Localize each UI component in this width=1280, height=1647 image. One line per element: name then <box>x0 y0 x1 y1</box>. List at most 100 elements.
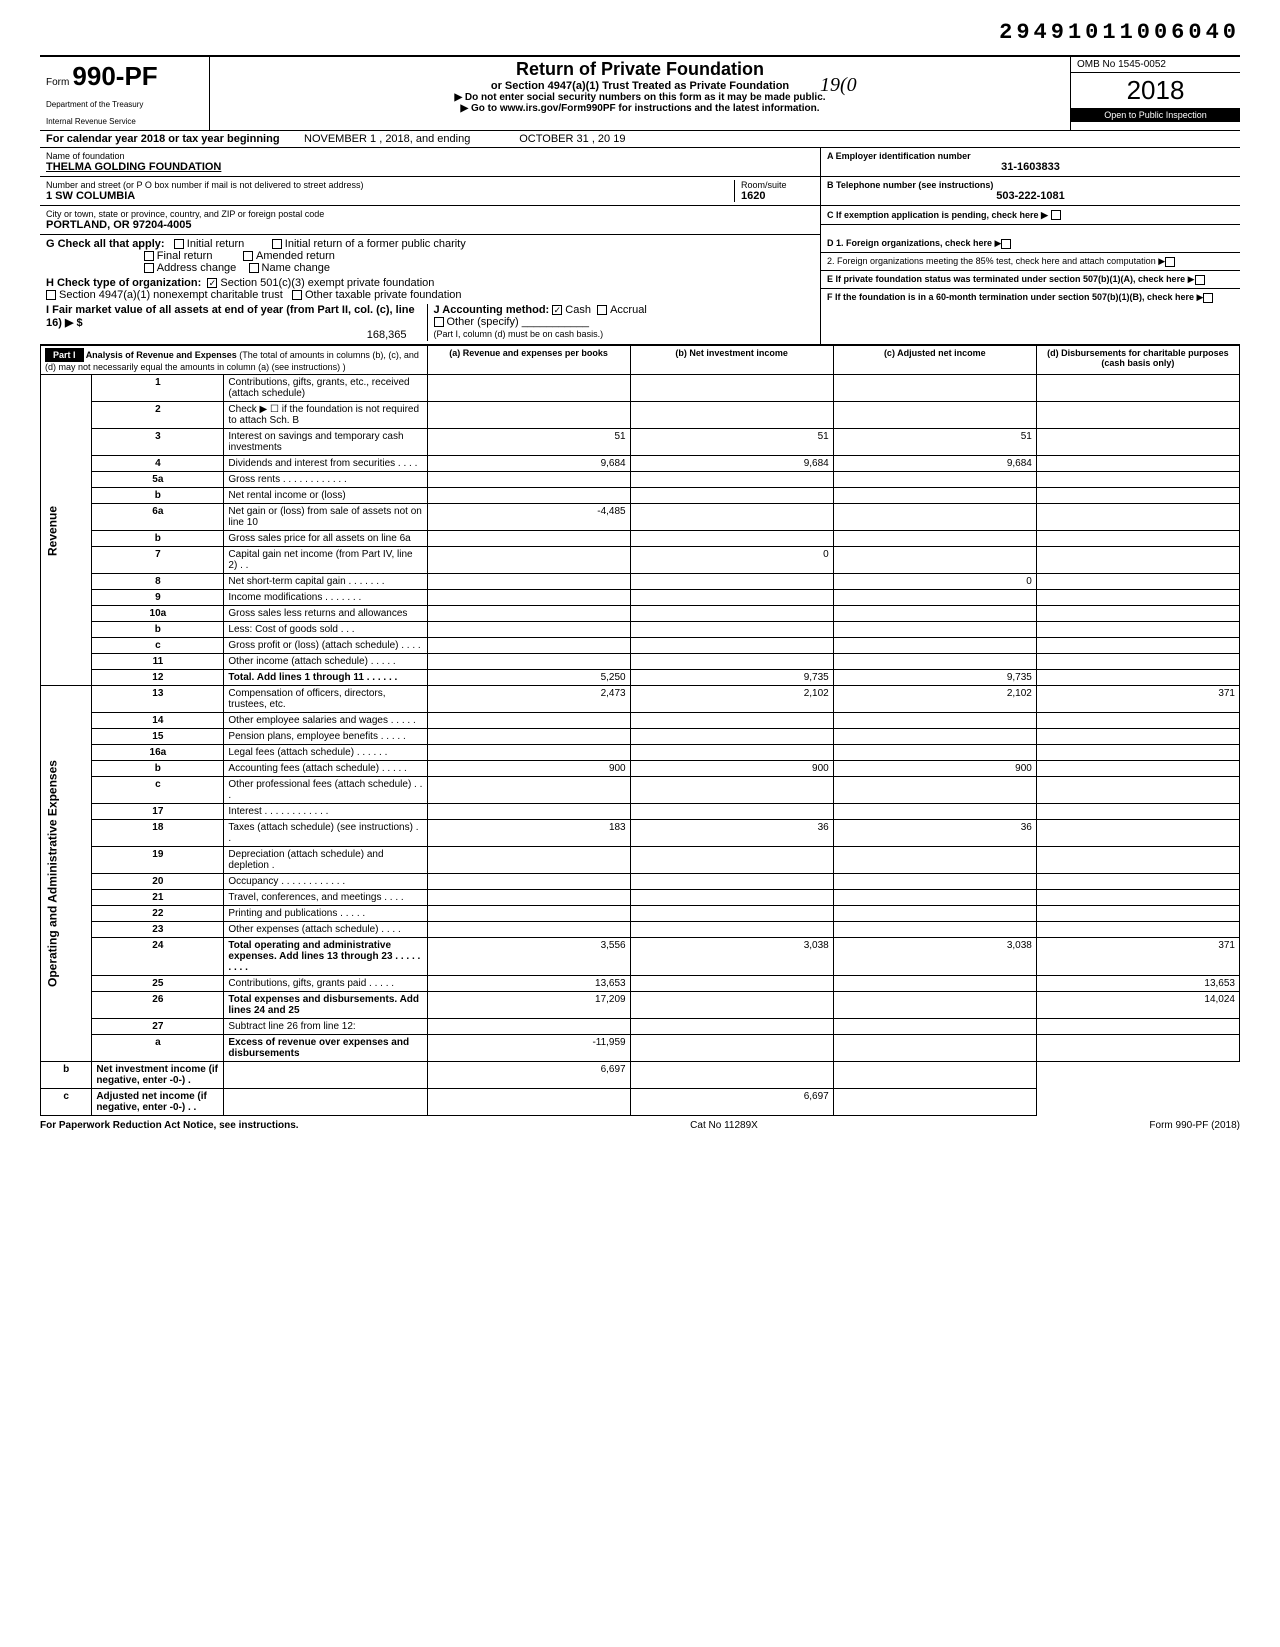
revenue-section-label: Revenue <box>41 375 92 686</box>
row-number: 13 <box>92 686 224 713</box>
name-label: Name of foundation <box>46 151 814 161</box>
table-row: 2Check ▶ ☐ if the foundation is not requ… <box>41 402 1240 429</box>
row-number: c <box>92 638 224 654</box>
amount-cell <box>630 976 833 992</box>
amount-cell <box>427 606 630 622</box>
amount-cell <box>427 890 630 906</box>
row-number: 4 <box>92 456 224 472</box>
amount-cell <box>630 890 833 906</box>
table-row: 7Capital gain net income (from Part IV, … <box>41 547 1240 574</box>
amount-cell <box>833 547 1036 574</box>
table-row: 23Other expenses (attach schedule) . . .… <box>41 922 1240 938</box>
amount-cell <box>630 488 833 504</box>
amount-cell <box>1036 488 1239 504</box>
j3-checkbox[interactable] <box>434 317 444 327</box>
h1-checkbox[interactable]: ✓ <box>207 278 217 288</box>
row-description: Printing and publications . . . . . <box>224 906 427 922</box>
g6-checkbox[interactable] <box>249 263 259 273</box>
c-checkbox[interactable] <box>1051 210 1061 220</box>
d2-checkbox[interactable] <box>1165 257 1175 267</box>
row-number: 18 <box>92 820 224 847</box>
amount-cell <box>427 488 630 504</box>
amount-cell <box>833 1019 1036 1035</box>
j2-checkbox[interactable] <box>597 305 607 315</box>
col-a-header: (a) Revenue and expenses per books <box>427 346 630 375</box>
amount-cell <box>427 922 630 938</box>
table-row: 3Interest on savings and temporary cash … <box>41 429 1240 456</box>
h3-checkbox[interactable] <box>292 290 302 300</box>
row-number: 6a <box>92 504 224 531</box>
amount-cell <box>1036 531 1239 547</box>
row-description: Other employee salaries and wages . . . … <box>224 713 427 729</box>
e-checkbox[interactable] <box>1195 275 1205 285</box>
amount-cell <box>1036 890 1239 906</box>
d1-checkbox[interactable] <box>1001 239 1011 249</box>
operating-section-label: Operating and Administrative Expenses <box>41 686 92 1062</box>
h-row: H Check type of organization: ✓Section 5… <box>46 277 814 301</box>
amount-cell <box>630 874 833 890</box>
amount-cell: 0 <box>630 547 833 574</box>
f-checkbox[interactable] <box>1203 293 1213 303</box>
tax-year-mid: , 2018, and ending <box>379 133 470 145</box>
table-row: 6aNet gain or (loss) from sale of assets… <box>41 504 1240 531</box>
amount-cell: 0 <box>833 574 1036 590</box>
g2-checkbox[interactable] <box>144 251 154 261</box>
amount-cell <box>630 922 833 938</box>
g4-checkbox[interactable] <box>272 239 282 249</box>
year-box: OMB No 1545-0052 2018 Open to Public Ins… <box>1070 57 1240 130</box>
row-number: 12 <box>92 670 224 686</box>
table-row: bLess: Cost of goods sold . . . <box>41 622 1240 638</box>
table-row: 17Interest . . . . . . . . . . . . <box>41 804 1240 820</box>
document-number: 29491011006040 <box>40 20 1240 45</box>
amount-cell <box>833 654 1036 670</box>
amount-cell <box>1036 745 1239 761</box>
amount-cell <box>630 472 833 488</box>
amount-cell <box>833 488 1036 504</box>
amount-cell: 3,556 <box>427 938 630 976</box>
amount-cell <box>630 713 833 729</box>
city-row: City or town, state or province, country… <box>40 206 820 235</box>
identity-block: Name of foundation THELMA GOLDING FOUNDA… <box>40 148 1240 235</box>
row-description: Compensation of officers, directors, tru… <box>224 686 427 713</box>
amount-cell <box>833 976 1036 992</box>
foundation-name: THELMA GOLDING FOUNDATION <box>46 161 814 173</box>
amount-cell: 51 <box>833 429 1036 456</box>
row-description: Income modifications . . . . . . . <box>224 590 427 606</box>
amount-cell <box>630 375 833 402</box>
amount-cell <box>427 547 630 574</box>
amount-cell <box>630 622 833 638</box>
amount-cell <box>1036 547 1239 574</box>
row-number: b <box>92 531 224 547</box>
row-description: Gross rents . . . . . . . . . . . . <box>224 472 427 488</box>
g5-checkbox[interactable] <box>243 251 253 261</box>
row-number: 26 <box>92 992 224 1019</box>
j3-label: Other (specify) <box>447 316 519 328</box>
row-number: 20 <box>92 874 224 890</box>
amount-cell: 9,684 <box>833 456 1036 472</box>
h2-checkbox[interactable] <box>46 290 56 300</box>
amount-cell <box>427 804 630 820</box>
row-description: Total expenses and disbursements. Add li… <box>224 992 427 1019</box>
table-row: 26Total expenses and disbursements. Add … <box>41 992 1240 1019</box>
g3-checkbox[interactable] <box>144 263 154 273</box>
form-number: 990-PF <box>72 61 157 91</box>
amount-cell <box>630 531 833 547</box>
row-number: 21 <box>92 890 224 906</box>
part1-table: Part I Analysis of Revenue and Expenses … <box>40 345 1240 1116</box>
omb-number: OMB No 1545-0052 <box>1071 57 1240 73</box>
address-row: Number and street (or P O box number if … <box>40 177 820 206</box>
table-row: 16aLegal fees (attach schedule) . . . . … <box>41 745 1240 761</box>
amount-cell: 900 <box>630 761 833 777</box>
amount-cell: 2,473 <box>427 686 630 713</box>
instruction-1: ▶ Do not enter social security numbers o… <box>214 92 1066 103</box>
amount-cell <box>833 713 1036 729</box>
row-number: b <box>92 622 224 638</box>
amount-cell: -4,485 <box>427 504 630 531</box>
tax-year: 2018 <box>1071 73 1240 108</box>
check-block: G Check all that apply: Initial return I… <box>40 235 1240 345</box>
row-description: Net short-term capital gain . . . . . . … <box>224 574 427 590</box>
city-state-zip: PORTLAND, OR 97204-4005 <box>46 219 814 231</box>
amount-cell <box>630 638 833 654</box>
g1-checkbox[interactable] <box>174 239 184 249</box>
j1-checkbox[interactable]: ✓ <box>552 305 562 315</box>
